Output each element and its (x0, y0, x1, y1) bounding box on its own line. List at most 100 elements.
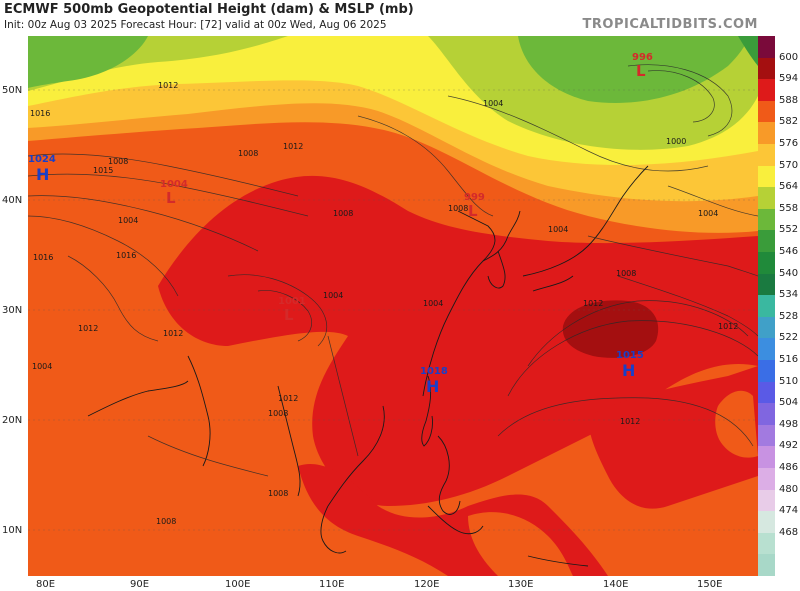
colorbar-label: 510 (779, 375, 799, 387)
center-letter: H (36, 165, 49, 184)
lon-label: 110E (319, 579, 345, 590)
center-letter: L (468, 202, 478, 220)
isobar-label: 1015 (93, 166, 113, 175)
isobar-label: 1012 (620, 417, 640, 426)
colorbar-swatch (758, 360, 775, 383)
isobar-label: 1004 (423, 299, 443, 308)
colorbar-swatch (758, 36, 775, 59)
colorbar-swatch (758, 252, 775, 275)
map-header: ECMWF 500mb Geopotential Height (dam) & … (0, 0, 800, 36)
colorbar-label: 564 (779, 181, 799, 193)
lon-label: 80E (36, 579, 56, 590)
colorbar-swatch (758, 468, 775, 491)
graticule (28, 89, 758, 531)
low-pressure-center: 999 L (464, 192, 485, 220)
colorbar-label: 546 (779, 246, 799, 257)
lon-label: 140E (603, 579, 629, 590)
center-letter: L (284, 306, 294, 324)
colorbar-swatch (758, 532, 775, 555)
center-value: 1024 (28, 154, 56, 165)
isobar-label: 1008 (156, 517, 176, 526)
lon-label: 120E (414, 579, 440, 590)
isobar-label: 1004 (323, 291, 343, 300)
lon-label: 90E (130, 579, 150, 590)
center-value: 1001 (278, 296, 306, 307)
isobar-label: 1008 (268, 489, 288, 498)
isobar-label: 1004 (548, 225, 568, 234)
colorbar-swatch (758, 554, 775, 577)
isobar-label: 1012 (163, 329, 183, 338)
colorbar-swatch (758, 489, 775, 512)
center-letter: H (426, 377, 439, 396)
colorbar-label: 486 (779, 462, 799, 473)
colorbar-swatch (758, 144, 775, 167)
colorbar-label: 504 (779, 397, 799, 409)
colorbar-swatch (758, 165, 775, 188)
field-582-pacific (715, 390, 758, 458)
center-value: 1015 (616, 350, 644, 361)
low-pressure-center: 1001 L (278, 296, 306, 324)
isobar-label: 1008 (268, 409, 288, 418)
colorbar-label: 534 (779, 289, 799, 301)
high-pressure-center: 1024 H (28, 154, 56, 184)
colorbar-label: 540 (779, 267, 799, 279)
isobar-label: 1012 (78, 324, 98, 333)
isobar-label: 1012 (583, 299, 603, 308)
lat-label: 40N (2, 195, 23, 206)
lon-label: 100E (225, 579, 251, 590)
colorbar-label: 576 (779, 138, 799, 149)
colorbar-swatch (758, 273, 775, 296)
isobar-label: 1012 (158, 81, 178, 90)
field-594 (562, 300, 659, 358)
colorbar-swatch (758, 230, 775, 253)
colorbar-label: 594 (779, 73, 799, 85)
center-value: 999 (464, 192, 485, 203)
colorbar-swatch (758, 295, 775, 318)
colorbar-swatch (758, 446, 775, 469)
colorbar-swatch (758, 57, 775, 80)
center-value: 1004 (160, 179, 188, 190)
low-pressure-center: 996 L (632, 52, 653, 80)
field-558-ne (518, 36, 748, 103)
isobar-label: 1008 (616, 269, 636, 278)
forecast-info: Init: 00z Aug 03 2025 Forecast Hour: [72… (4, 19, 387, 31)
isobar-label: 1012 (283, 142, 303, 151)
isobar-labels: 1016 1012 1008 1016 1015 1012 1004 1008 … (30, 81, 738, 526)
pressure-centers: 1024 H 1004 L 1001 L 999 L 996 L 1018 H (28, 52, 653, 396)
high-pressure-center: 1015 H (616, 350, 644, 380)
field-588-pacific (588, 366, 758, 509)
isobar-label: 1008 (238, 149, 258, 158)
center-letter: H (622, 361, 635, 380)
colorbar-legend: 600 594 588 582 576 570 564 558 552 546 540 534 528 5… (758, 36, 800, 577)
colorbar-swatch (758, 338, 775, 361)
isobar-label: 1008 (333, 209, 353, 218)
lon-label: 150E (697, 579, 723, 590)
colorbar-label: 552 (779, 224, 799, 236)
isobar-label: 1008 (448, 204, 468, 213)
isobar-label: 1004 (32, 362, 52, 371)
brand-watermark: TROPICALTIDBITS.COM (582, 17, 758, 32)
colorbar-label: 570 (779, 159, 799, 171)
isobar-label: 1016 (33, 253, 53, 262)
colorbar-swatch (758, 79, 775, 102)
lat-label: 30N (2, 305, 23, 316)
isobar-label: 1012 (718, 322, 738, 331)
isobar-label: 1004 (483, 99, 503, 108)
colorbar-swatch (758, 100, 775, 123)
lon-label: 130E (508, 579, 534, 590)
colorbar-label: 582 (779, 116, 799, 128)
colorbar-swatch (758, 208, 775, 231)
lat-label: 10N (2, 525, 23, 536)
colorbar-label: 516 (779, 354, 799, 365)
isobar-label: 1012 (278, 394, 298, 403)
colorbar-label: 600 (779, 51, 799, 63)
colorbar-swatch (758, 511, 775, 534)
colorbar-label: 522 (779, 332, 799, 344)
colorbar-label: 474 (779, 505, 799, 517)
colorbar-label: 588 (779, 94, 799, 106)
isobar-label: 1000 (666, 137, 686, 146)
high-pressure-center: 1018 H (420, 366, 448, 396)
center-letter: L (636, 62, 646, 80)
colorbar-label: 558 (779, 202, 799, 214)
isobar-label: 1008 (108, 157, 128, 166)
